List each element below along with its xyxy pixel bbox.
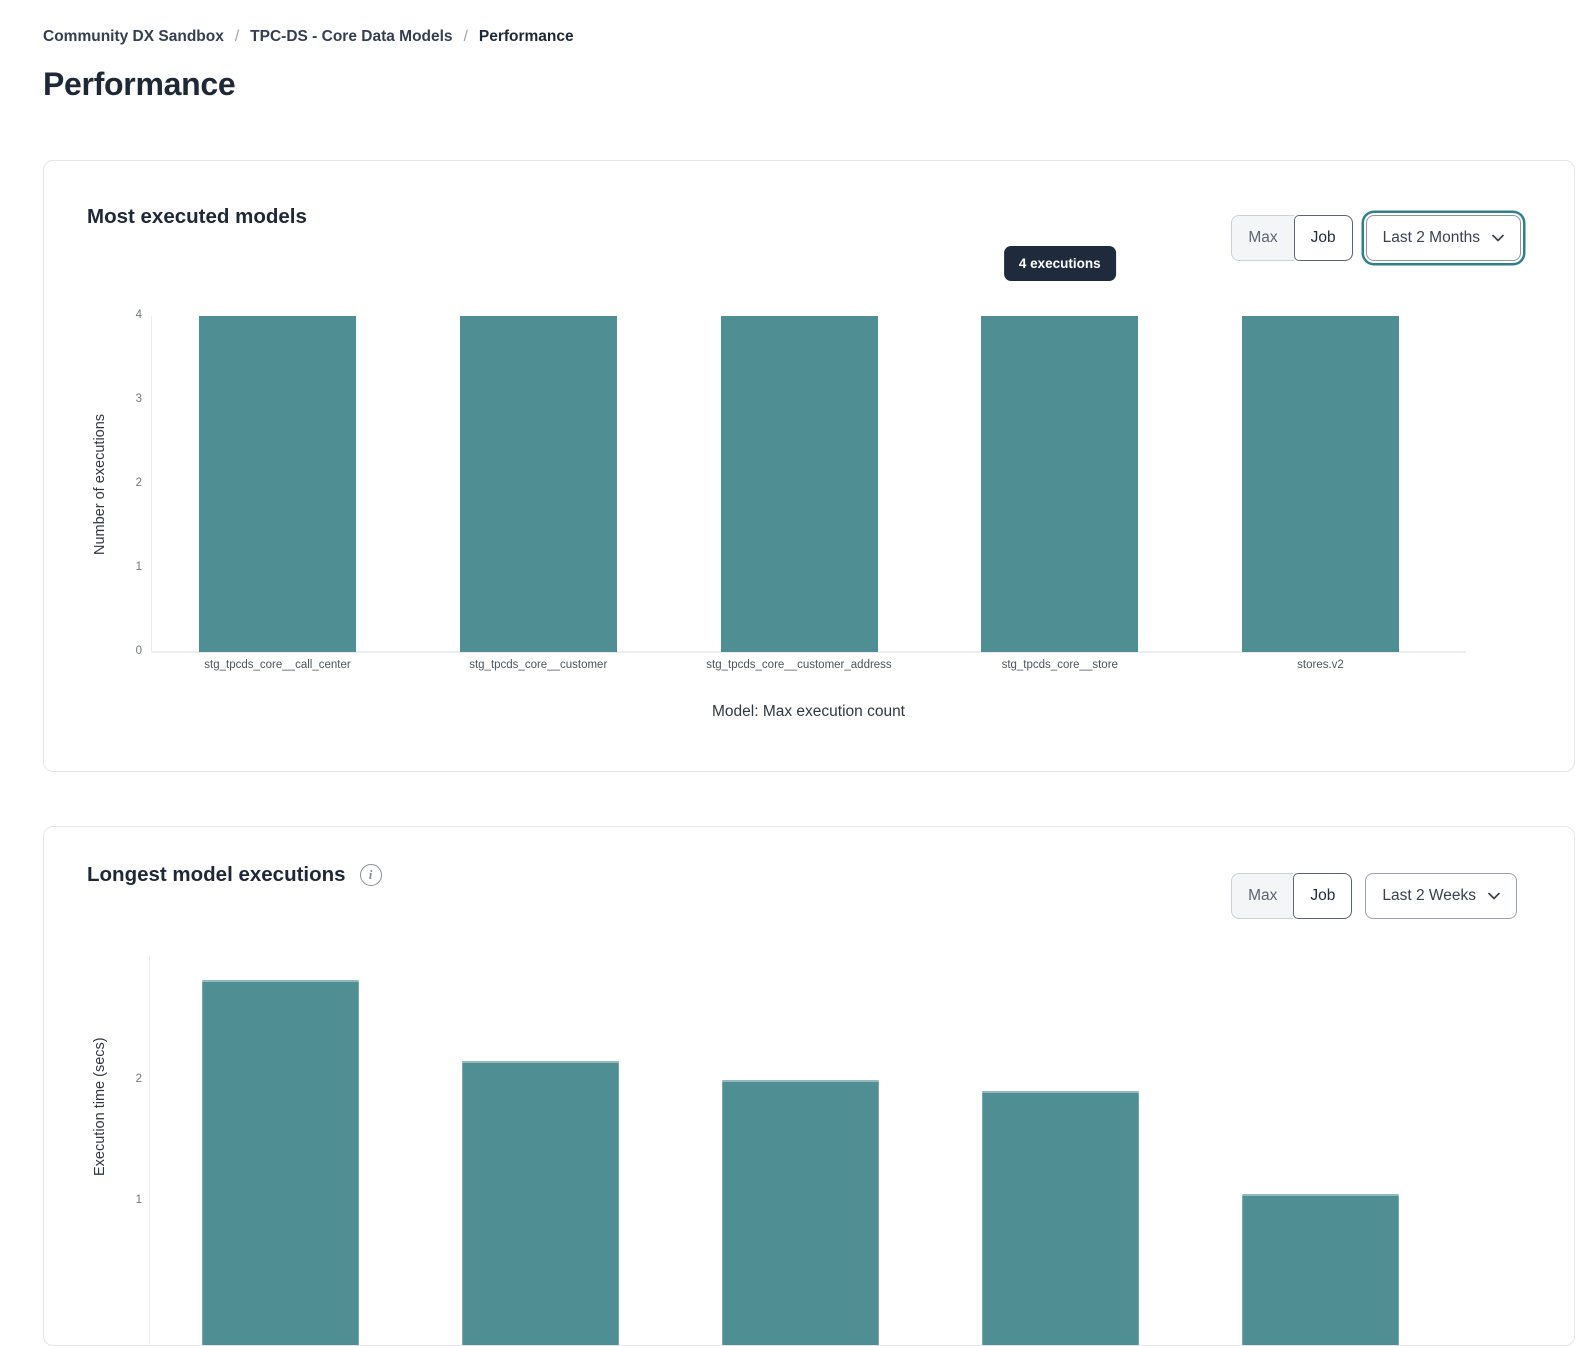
info-icon[interactable]: i (359, 864, 382, 886)
card-title-most-executed: Most executed models (87, 205, 307, 228)
period-select-value: Last 2 Months (1382, 229, 1480, 246)
y-tick-label: 1 (135, 1194, 142, 1206)
longest-model-executions-card: Longest model executions i Max Job Last … (43, 826, 1575, 1346)
y-tick-label: 4 (135, 309, 142, 321)
toggle-job-button[interactable]: Job (1293, 215, 1353, 261)
chart-bar[interactable] (1242, 316, 1399, 652)
max-job-toggle: Max Job (1231, 215, 1353, 261)
card1-controls: Max Job Last 2 Months (1231, 215, 1521, 261)
period-select-value: Last 2 Weeks (1382, 887, 1476, 904)
breadcrumb-separator: / (463, 28, 468, 45)
x-tick-label: stg_tpcds_core__call_center (204, 659, 351, 671)
most-executed-models-card: Most executed models Max Job Last 2 Mont… (43, 160, 1575, 772)
toggle-job-button[interactable]: Job (1293, 873, 1353, 919)
y-tick-label: 1 (135, 561, 142, 573)
x-axis-title: Model: Max execution count (712, 703, 905, 720)
x-axis-line (151, 651, 1466, 653)
chart-bar[interactable] (462, 1060, 619, 1345)
x-tick-label: stg_tpcds_core__customer (469, 659, 608, 671)
card2-controls: Max Job Last 2 Weeks (1231, 873, 1517, 919)
period-select[interactable]: Last 2 Weeks (1365, 873, 1517, 919)
y-tick-label: 3 (135, 393, 142, 405)
chart-bar[interactable] (981, 316, 1139, 652)
y-tick-label: 2 (135, 477, 142, 489)
breadcrumb-item-project[interactable]: TPC-DS - Core Data Models (250, 28, 453, 45)
breadcrumb: Community DX Sandbox / TPC-DS - Core Dat… (43, 28, 574, 46)
x-tick-label: stg_tpcds_core__customer_address (706, 659, 892, 671)
chevron-down-icon (1492, 234, 1504, 242)
x-tick-label: stg_tpcds_core__store (1001, 659, 1118, 671)
chart-tooltip: 4 executions (1003, 246, 1116, 281)
card-title-text: Longest model executions (87, 863, 346, 886)
breadcrumb-item-account[interactable]: Community DX Sandbox (43, 28, 224, 45)
period-select[interactable]: Last 2 Months (1365, 215, 1521, 261)
chart-bar[interactable] (1242, 1193, 1399, 1345)
y-tick-label: 2 (135, 1073, 142, 1085)
y-axis-line (149, 956, 150, 1345)
chart-bar[interactable] (722, 1080, 879, 1345)
y-axis-line (151, 316, 152, 652)
chart-bar[interactable] (202, 979, 359, 1345)
breadcrumb-separator: / (234, 28, 240, 45)
toggle-max-button[interactable]: Max (1231, 215, 1294, 261)
chevron-down-icon (1488, 892, 1500, 900)
x-tick-label: stores.v2 (1297, 659, 1344, 671)
chart-bar[interactable] (459, 316, 617, 652)
chart-bar[interactable] (982, 1090, 1139, 1345)
breadcrumb-item-current: Performance (478, 28, 574, 45)
chart-bar[interactable] (199, 316, 356, 652)
card-title-longest-executions: Longest model executions i (87, 863, 382, 887)
page-title: Performance (43, 66, 236, 102)
chart-bar[interactable] (720, 316, 878, 652)
y-axis-label: Execution time (secs) (92, 1037, 108, 1177)
toggle-max-button[interactable]: Max (1231, 873, 1294, 919)
longest-model-executions-chart: Execution time (secs) 1 2 (44, 827, 1574, 1345)
most-executed-models-chart: Number of executions Model: Max executio… (44, 161, 1574, 771)
max-job-toggle: Max Job (1231, 873, 1353, 919)
y-tick-label: 0 (135, 645, 142, 657)
